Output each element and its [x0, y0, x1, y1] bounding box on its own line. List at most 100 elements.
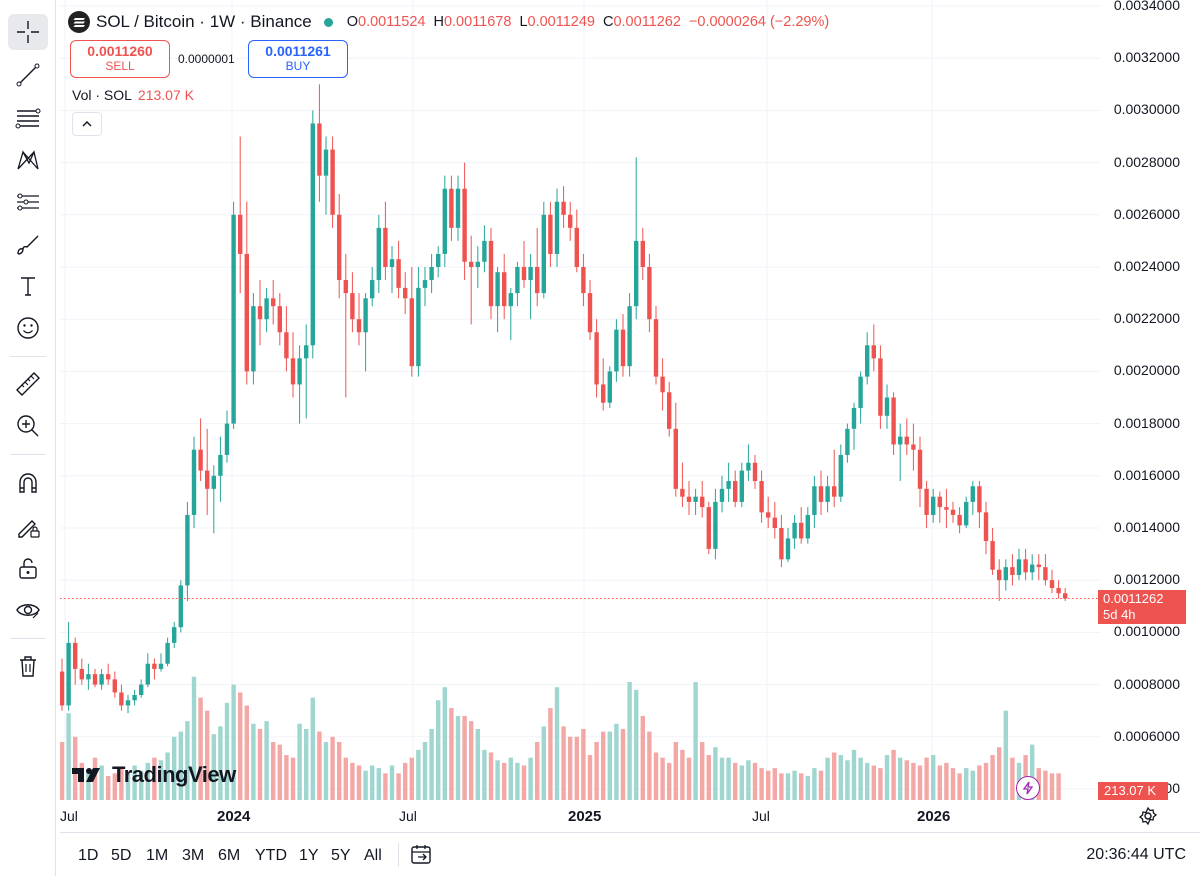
tradingview-logo-icon — [72, 768, 100, 782]
candle-body — [469, 261, 474, 267]
volume-bar — [884, 755, 890, 800]
candle-body — [323, 149, 329, 176]
candle-body — [86, 674, 91, 680]
fib-retracement-icon[interactable] — [8, 100, 48, 136]
range-5d[interactable]: 5D — [111, 847, 132, 864]
volume-bar — [304, 728, 309, 800]
close-value: C0.0011262 — [602, 14, 681, 30]
candle-body — [917, 449, 923, 489]
zoom-in-icon[interactable] — [8, 408, 48, 444]
sell-button[interactable]: 0.0011260 SELL — [70, 40, 170, 78]
range-ytd[interactable]: YTD — [255, 847, 287, 864]
volume-bar — [693, 681, 698, 800]
candle-body — [337, 214, 342, 281]
volume-bar — [330, 736, 335, 800]
pattern-icon[interactable] — [8, 142, 48, 178]
price-label: 0.0014000 — [1113, 519, 1180, 535]
candle-body — [997, 569, 1002, 581]
volume-bar — [871, 765, 876, 800]
candle-body — [257, 306, 263, 320]
volume-bar — [238, 692, 243, 800]
drawing-toolbar — [0, 0, 56, 876]
volume-bar — [627, 681, 632, 800]
volume-bar — [224, 702, 230, 800]
trash-icon[interactable] — [8, 648, 48, 684]
range-6m[interactable]: 6M — [218, 847, 241, 864]
candle-body — [614, 329, 619, 372]
candle-body — [251, 306, 256, 372]
price-label: 0.0024000 — [1113, 258, 1180, 274]
candle-body — [937, 496, 942, 508]
range-1m[interactable]: 1M — [146, 847, 169, 864]
candle-body — [825, 486, 830, 502]
candle-body — [1003, 567, 1008, 581]
candle-body — [99, 674, 104, 685]
volume-bar — [297, 723, 302, 800]
volume-bar — [198, 697, 203, 800]
candle-body — [521, 267, 527, 281]
chart-area[interactable] — [60, 0, 1200, 876]
candle-body — [442, 188, 447, 254]
price-label: 0.0012000 — [1113, 571, 1180, 588]
volume-bar — [752, 762, 758, 800]
utc-clock[interactable]: 20:36:44 UTC — [1086, 846, 1186, 863]
crosshair-icon[interactable] — [8, 14, 48, 50]
candle-body — [931, 496, 936, 515]
volume-bar — [568, 736, 573, 800]
volume-bar — [495, 760, 500, 800]
candle-body — [152, 663, 157, 669]
buy-button[interactable]: 0.0011261 BUY — [248, 40, 348, 78]
candle-body — [205, 470, 210, 489]
candle-body — [667, 392, 672, 429]
emoji-icon[interactable] — [8, 310, 48, 346]
volume-bar — [132, 765, 137, 800]
volume-bar — [290, 757, 296, 800]
volume-bar — [990, 755, 995, 800]
symbol-title[interactable]: SOL / Bitcoin · 1W · Binance — [96, 12, 312, 31]
unlock-icon[interactable] — [8, 550, 48, 586]
candle-body — [1036, 564, 1041, 568]
range-5y[interactable]: 5Y — [331, 847, 351, 864]
gear-icon[interactable] — [1138, 806, 1158, 826]
forecast-icon[interactable] — [8, 184, 48, 220]
candle-body — [191, 449, 197, 515]
time-label: Jul — [752, 808, 770, 824]
eye-icon[interactable] — [8, 592, 48, 628]
volume-bar — [508, 757, 513, 800]
lock-drawing-icon[interactable] — [8, 508, 48, 544]
candle-body — [792, 522, 797, 539]
candlestick-plot[interactable] — [60, 0, 1200, 876]
candle-body — [818, 486, 824, 502]
volume-bar — [950, 768, 956, 800]
collapse-legend-button[interactable] — [72, 112, 102, 136]
range-1y[interactable]: 1Y — [299, 847, 319, 864]
candle-body — [766, 512, 771, 518]
candle-body — [125, 700, 131, 706]
trend-line-icon[interactable] — [8, 57, 48, 93]
candle-body — [317, 123, 322, 176]
calendar-goto-icon[interactable] — [409, 842, 433, 866]
flash-alert-button[interactable] — [1016, 776, 1040, 800]
volume-bar — [799, 773, 804, 800]
candle-body — [634, 240, 639, 307]
magnet-icon[interactable] — [8, 466, 48, 502]
volume-bar — [891, 749, 896, 800]
text-icon[interactable] — [8, 268, 48, 304]
brush-icon[interactable] — [8, 226, 48, 262]
candle-body — [752, 462, 758, 482]
volume-bar — [865, 762, 870, 800]
candle-body — [73, 642, 78, 669]
ruler-icon[interactable] — [8, 366, 48, 402]
volume-bar — [376, 768, 381, 800]
volume-bar — [337, 742, 342, 800]
volume-bar — [785, 773, 791, 800]
candle-body — [330, 149, 335, 215]
volume-bar — [792, 770, 797, 800]
range-3m[interactable]: 3M — [182, 847, 205, 864]
range-1d[interactable]: 1D — [78, 847, 99, 864]
volume-bar — [779, 773, 784, 800]
buy-price: 0.0011261 — [265, 43, 331, 59]
candle-body — [356, 319, 362, 333]
range-all[interactable]: All — [364, 847, 382, 864]
volume-bar — [700, 742, 705, 800]
